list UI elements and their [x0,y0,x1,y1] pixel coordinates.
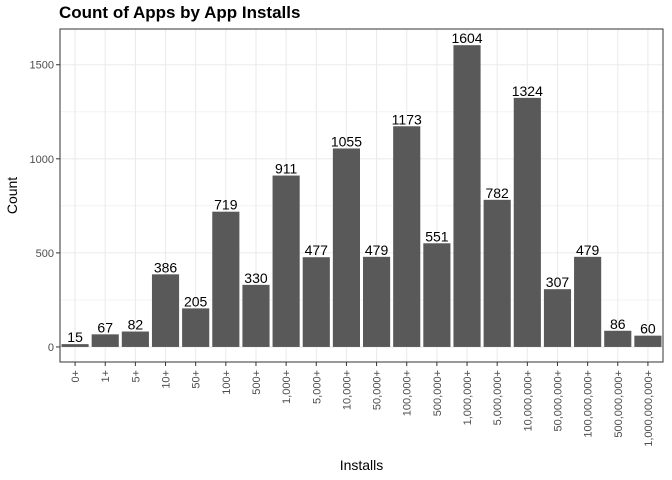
x-tick-label: 1+ [100,370,112,383]
x-tick-label: 100+ [221,370,233,395]
bar-value-label: 1173 [392,111,422,127]
bar [423,243,451,347]
bar [91,334,119,347]
bar-value-label: 15 [67,329,83,345]
x-tick-label: 5,000+ [311,370,323,404]
bar-value-label: 479 [365,242,389,258]
y-tick-label: 0 [48,342,54,354]
bar-value-label: 60 [640,321,656,337]
bar [121,331,149,347]
x-axis-title: Installs [340,457,384,473]
bar-value-label: 330 [244,270,268,286]
bar [483,199,511,347]
bar [393,126,421,347]
data-labels: 15 67 82 386 205 719 330 911 477 1055 479 1173 551 16… [67,30,656,345]
bar-value-label: 205 [184,293,208,309]
y-tick-label: 1000 [30,154,54,166]
bar-value-label: 551 [425,228,449,244]
bar-value-label: 307 [546,274,570,290]
bar-value-label: 782 [485,185,509,201]
x-tick-label: 100,000,000+ [583,370,595,438]
bar [212,211,240,347]
bar-value-label: 82 [128,317,144,333]
bar [272,175,300,347]
bar-value-label: 477 [305,242,329,258]
x-tick-label: 100,000+ [402,370,414,416]
bars [61,45,662,347]
bar [332,148,360,347]
bar [151,274,180,347]
x-tick-label: 500,000,000+ [613,370,625,438]
bar [543,289,572,347]
bar [574,256,602,347]
plot-border [59,28,664,363]
chart-title: Count of Apps by App Installs [59,3,301,22]
x-axis: 0+ 1+ 5+ 10+ 50+ 100+ 500+ 1,000+ 5,000+ 10,000+ 5… [70,362,655,447]
y-axis: 0 500 1000 1500 [30,60,60,354]
bar [182,308,210,347]
x-tick-label: 1,000+ [281,370,293,404]
bar [513,97,541,347]
bar [61,344,89,347]
bar [302,257,330,347]
bar-value-label: 479 [576,242,600,258]
bar [242,284,270,347]
x-tick-label: 50,000,000+ [552,370,564,431]
bar-value-label: 911 [275,161,298,177]
x-tick-label: 10,000+ [341,370,353,410]
grid [60,29,663,362]
bar [363,256,391,347]
bar-value-label: 386 [154,259,178,275]
y-tick-label: 1500 [30,60,54,72]
bar [634,335,662,347]
bar-value-label: 1324 [512,83,543,99]
y-tick-label: 500 [36,248,54,260]
bar [604,330,632,347]
bar-value-label: 1055 [331,133,362,149]
x-tick-label: 500,000+ [432,370,444,416]
x-tick-label: 1,000,000,000+ [643,370,655,447]
x-tick-label: 10+ [161,370,173,389]
bar-value-label: 719 [214,197,238,213]
x-tick-label: 10,000,000+ [522,370,534,431]
x-tick-label: 500+ [251,370,263,395]
x-tick-label: 5,000,000+ [492,370,504,425]
x-tick-label: 1,000,000+ [462,370,474,425]
bar [453,45,481,347]
bar-value-label: 67 [97,319,113,335]
bar-value-label: 86 [610,316,626,332]
x-tick-label: 50+ [191,370,203,389]
bar-value-label: 1604 [451,30,482,46]
x-tick-label: 50,000+ [372,370,384,410]
x-tick-label: 5+ [130,370,142,383]
x-tick-label: 0+ [70,370,82,383]
y-axis-title: Count [4,177,20,214]
